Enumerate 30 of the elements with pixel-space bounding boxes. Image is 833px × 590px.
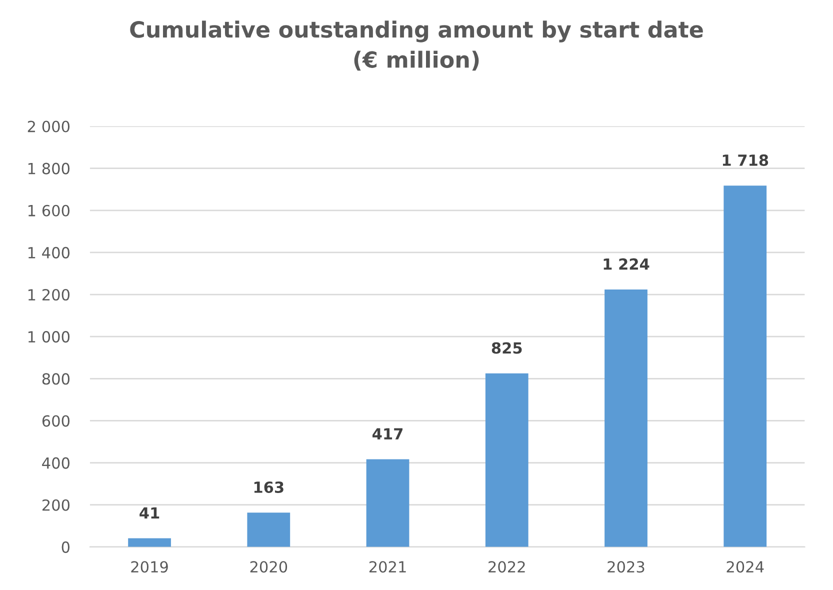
x-tick-label: 2020 [250, 561, 288, 573]
x-tick-label: 2021 [369, 561, 406, 573]
y-tick-label: 1 200 [28, 288, 70, 301]
data-label: 825 [492, 342, 522, 354]
y-tick-label: 800 [42, 373, 70, 385]
y-tick-label: 600 [42, 415, 70, 427]
bar [247, 512, 290, 547]
bar [724, 186, 767, 547]
data-label: 163 [254, 481, 284, 494]
x-tick-label: 2022 [488, 561, 525, 573]
bar [604, 289, 648, 547]
y-tick-label: 400 [42, 457, 70, 469]
y-tick-label: 2 000 [28, 120, 70, 132]
data-label: 417 [372, 428, 402, 440]
x-tick-label: 2023 [608, 561, 644, 573]
data-label: 1 718 [722, 154, 768, 166]
data-label: 1 224 [604, 258, 650, 270]
bar [485, 373, 528, 547]
y-tick-label: 0 [62, 541, 70, 553]
y-tick-label: 1 400 [28, 246, 70, 258]
y-tick-label: 1 000 [28, 331, 70, 343]
y-tick-label: 1 600 [28, 204, 70, 216]
data-label: 41 [140, 507, 160, 518]
x-tick-label: 2019 [131, 561, 168, 573]
bar [366, 459, 410, 547]
x-tick-label: 2024 [726, 561, 764, 573]
y-tick-label: 200 [42, 499, 70, 511]
bar [128, 538, 171, 547]
y-tick-label: 1 800 [28, 162, 70, 174]
chart-title: Cumulative outstanding amount by start date (€ million) [130, 20, 703, 71]
